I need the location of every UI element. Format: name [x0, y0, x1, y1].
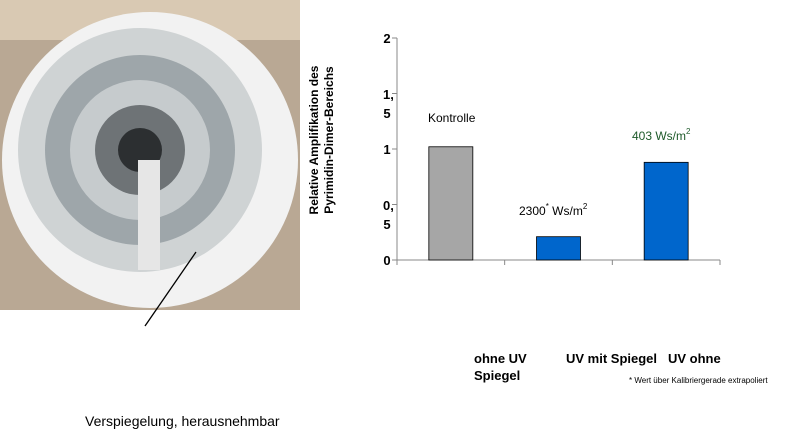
superscript: 2	[686, 127, 691, 136]
bar-label: Kontrolle	[428, 111, 476, 125]
y-tick-label: 0,5	[383, 197, 394, 232]
pointer-arrow	[144, 251, 197, 327]
bar-label: 2300* Ws/m2	[519, 202, 588, 218]
footnote: * Wert über Kalibriergerade extrapoliert	[629, 376, 768, 385]
label-part: 403 Ws/m	[632, 129, 686, 143]
y-axis-label-line: Pyrimidin-Dimer-Bereichs	[322, 66, 336, 214]
y-tick-label: 1,5	[383, 86, 394, 121]
y-tick-label: 1	[383, 142, 391, 157]
x-tick-label: UV ohne	[668, 351, 721, 366]
superscript: *	[546, 202, 549, 211]
bar-label: 403 Ws/m2	[632, 127, 691, 143]
y-tick-label: 0	[383, 253, 391, 268]
label-part: 2300	[519, 204, 546, 218]
x-tick-label: ohne UV Spiegel	[474, 351, 527, 383]
superscript: 2	[583, 202, 588, 211]
bar	[428, 146, 474, 261]
caption: Verspiegelung, herausnehmbar	[85, 413, 280, 429]
label-part: Kontrolle	[428, 111, 476, 125]
x-tick-label: UV mit Spiegel	[566, 351, 658, 366]
y-axis-label: Relative Amplifikation desPyrimidin-Dime…	[307, 65, 336, 214]
y-tick-label: 2	[383, 31, 391, 46]
label-part: Ws/m	[549, 204, 583, 218]
lamp-holder	[138, 160, 160, 270]
lamp-photo	[0, 0, 300, 310]
bar	[643, 161, 689, 261]
y-axis-label-line: Relative Amplifikation des	[307, 65, 321, 214]
bar	[536, 236, 581, 261]
